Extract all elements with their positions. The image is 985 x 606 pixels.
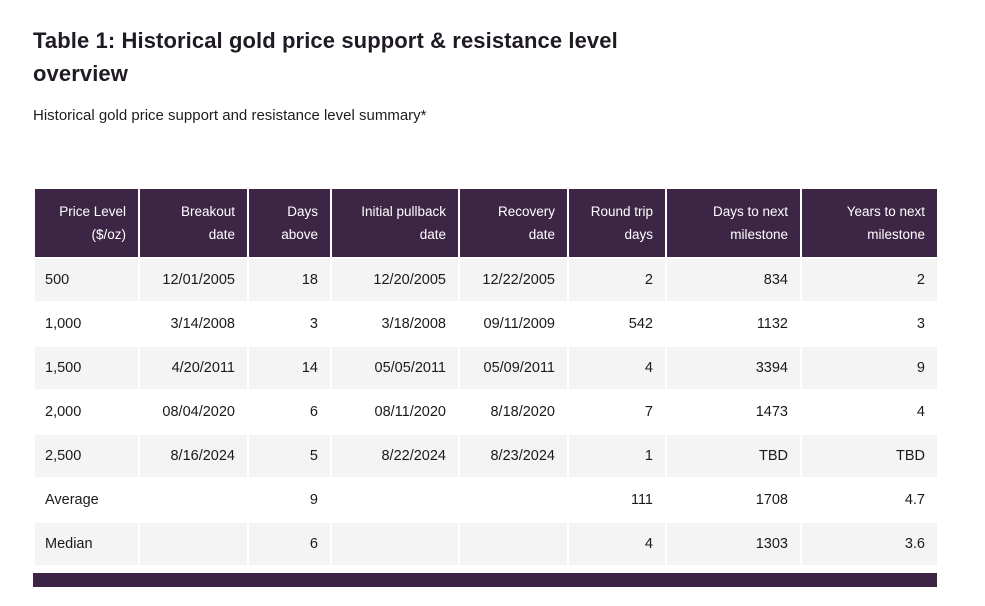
table-body: 500 12/01/2005 18 12/20/2005 12/22/2005 2 834 2… xyxy=(33,257,939,567)
column-header-line1: Round trip xyxy=(590,204,653,219)
table-header-row: Price Level ($/oz) Breakout date Days above In… xyxy=(33,187,939,259)
table-cell: Average xyxy=(33,477,140,523)
table-cell: 2,000 xyxy=(33,389,140,435)
column-header-line1: Days xyxy=(287,204,318,219)
column-header-line2: date xyxy=(528,227,555,242)
page-subtitle: Historical gold price support and resist… xyxy=(33,107,427,124)
table-cell: 8/23/2024 xyxy=(458,433,569,479)
table-cell: 1 xyxy=(567,433,667,479)
table-cell: 8/22/2024 xyxy=(330,433,460,479)
table-cell: 05/05/2011 xyxy=(330,345,460,391)
column-header: Days to next milestone xyxy=(665,187,802,259)
table-cell: 3394 xyxy=(665,345,802,391)
table-cell: 3/18/2008 xyxy=(330,301,460,347)
table-row: 1,500 4/20/2011 14 05/05/2011 05/09/2011 4 339… xyxy=(33,345,939,391)
column-header: Years to next milestone xyxy=(800,187,939,259)
table-cell: 08/04/2020 xyxy=(138,389,249,435)
table-footer-bar xyxy=(33,573,937,587)
table-cell: 1303 xyxy=(665,521,802,567)
table-cell xyxy=(138,521,249,567)
table-row: 2,500 8/16/2024 5 8/22/2024 8/23/2024 1 TBD TBD xyxy=(33,433,939,479)
table-cell: 500 xyxy=(33,257,140,303)
column-header: Initial pullback date xyxy=(330,187,460,259)
table-cell: TBD xyxy=(800,433,939,479)
column-header-line1: Recovery xyxy=(497,204,555,219)
table-row: 500 12/01/2005 18 12/20/2005 12/22/2005 2 834 2 xyxy=(33,257,939,303)
table-cell: 111 xyxy=(567,477,667,523)
table-cell: TBD xyxy=(665,433,802,479)
table-header: Price Level ($/oz) Breakout date Days above In… xyxy=(33,187,939,259)
table-cell: 2 xyxy=(567,257,667,303)
table-cell: 9 xyxy=(247,477,332,523)
table-cell: 12/22/2005 xyxy=(458,257,569,303)
table-cell: 1132 xyxy=(665,301,802,347)
table-cell: 4 xyxy=(567,345,667,391)
table-cell: 12/20/2005 xyxy=(330,257,460,303)
column-header-line2: ($/oz) xyxy=(91,227,126,242)
table-cell: 3 xyxy=(800,301,939,347)
page-title: Table 1: Historical gold price support &… xyxy=(33,28,618,86)
table-cell: 6 xyxy=(247,521,332,567)
table-cell xyxy=(458,521,569,567)
column-header: Recovery date xyxy=(458,187,569,259)
column-header-line2: milestone xyxy=(867,227,925,242)
table-cell: 3.6 xyxy=(800,521,939,567)
table-cell xyxy=(330,521,460,567)
column-header-line1: Initial pullback xyxy=(361,204,446,219)
column-header-line1: Breakout xyxy=(180,204,235,219)
table-cell: 3 xyxy=(247,301,332,347)
article-content: Table 1: Historical gold price support &… xyxy=(33,28,939,587)
column-header-line1: Years to next xyxy=(846,204,925,219)
table-cell: 3/14/2008 xyxy=(138,301,249,347)
column-header: Price Level ($/oz) xyxy=(33,187,140,259)
table-row: 2,000 08/04/2020 6 08/11/2020 8/18/2020 7 1473… xyxy=(33,389,939,435)
table-cell xyxy=(330,477,460,523)
table-cell: 05/09/2011 xyxy=(458,345,569,391)
table-cell: 2,500 xyxy=(33,433,140,479)
table-cell: 4 xyxy=(800,389,939,435)
table-cell: 1708 xyxy=(665,477,802,523)
column-header-line2: date xyxy=(208,227,235,242)
column-header: Round trip days xyxy=(567,187,667,259)
table-cell: 6 xyxy=(247,389,332,435)
table-cell: 14 xyxy=(247,345,332,391)
table-row: Average 9 111 1708 4.7 xyxy=(33,477,939,523)
table-cell: 1,500 xyxy=(33,345,140,391)
table-cell: 542 xyxy=(567,301,667,347)
table-cell xyxy=(458,477,569,523)
table-row: Median 6 4 1303 3.6 xyxy=(33,521,939,567)
column-header: Days above xyxy=(247,187,332,259)
table-cell: 9 xyxy=(800,345,939,391)
column-header-line2: milestone xyxy=(730,227,788,242)
table-cell: 12/01/2005 xyxy=(138,257,249,303)
table-cell: 5 xyxy=(247,433,332,479)
table-cell: 08/11/2020 xyxy=(330,389,460,435)
column-header-line1: Price Level xyxy=(59,204,126,219)
table-container: Price Level ($/oz) Breakout date Days above In… xyxy=(33,187,939,587)
column-header-line2: days xyxy=(624,227,653,242)
column-header-line2: date xyxy=(419,227,446,242)
column-header: Breakout date xyxy=(138,187,249,259)
gold-price-table: Price Level ($/oz) Breakout date Days above In… xyxy=(33,187,939,567)
table-cell: 834 xyxy=(665,257,802,303)
table-cell: 8/18/2020 xyxy=(458,389,569,435)
table-row: 1,000 3/14/2008 3 3/18/2008 09/11/2009 542 113… xyxy=(33,301,939,347)
table-cell: 4.7 xyxy=(800,477,939,523)
table-cell: 1,000 xyxy=(33,301,140,347)
table-cell: 8/16/2024 xyxy=(138,433,249,479)
table-cell xyxy=(138,477,249,523)
table-cell: Median xyxy=(33,521,140,567)
table-cell: 4/20/2011 xyxy=(138,345,249,391)
column-header-line2: above xyxy=(281,227,318,242)
table-cell: 09/11/2009 xyxy=(458,301,569,347)
table-cell: 1473 xyxy=(665,389,802,435)
table-cell: 18 xyxy=(247,257,332,303)
column-header-line1: Days to next xyxy=(712,204,788,219)
table-cell: 7 xyxy=(567,389,667,435)
table-cell: 2 xyxy=(800,257,939,303)
table-cell: 4 xyxy=(567,521,667,567)
